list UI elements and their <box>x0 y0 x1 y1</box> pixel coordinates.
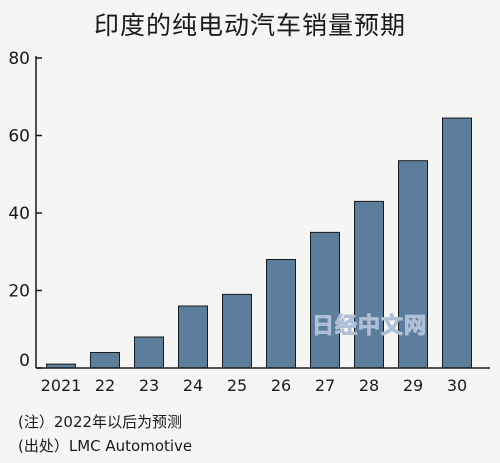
bar-26 <box>266 259 296 369</box>
x-tick-label: 27 <box>315 376 335 395</box>
y-tick-label: 0 <box>19 351 30 371</box>
y-tick-label: 80 <box>8 49 30 69</box>
x-tick-label: 29 <box>403 376 423 395</box>
x-tick-label: 23 <box>139 376 159 395</box>
chart-title: 印度的纯电动汽车销量预期 <box>93 11 406 40</box>
y-tick-labels: 0 20 40 60 80 <box>8 49 30 371</box>
source-note: (出处）LMC Automotive <box>18 437 193 455</box>
axes-group <box>35 56 490 369</box>
bar-24 <box>178 305 208 369</box>
x-tick-label: 24 <box>183 376 203 395</box>
x-tick-label: 2021 <box>41 376 82 395</box>
y-tick-label: 60 <box>8 127 30 147</box>
x-tick-label: 25 <box>227 376 247 395</box>
x-tick-label: 26 <box>271 376 291 395</box>
bar-25 <box>222 293 252 369</box>
bar-23 <box>134 336 164 369</box>
bar-28 <box>354 200 384 369</box>
y-tick-label: 40 <box>8 204 30 224</box>
x-tick-label: 30 <box>447 376 467 395</box>
x-tick-label: 28 <box>359 376 379 395</box>
y-tick-label: 20 <box>8 282 30 302</box>
x-tick-label: 22 <box>95 376 115 395</box>
bar-22 <box>90 352 120 369</box>
bar-30 <box>442 117 472 369</box>
forecast-note: (注）2022年以后为预测 <box>18 413 183 431</box>
bar-27 <box>310 231 340 369</box>
x-tick-labels: 2021 22 23 24 25 26 27 28 29 30 <box>41 376 468 395</box>
watermark: 日经中文网 <box>311 314 428 340</box>
bars-group <box>46 117 472 369</box>
